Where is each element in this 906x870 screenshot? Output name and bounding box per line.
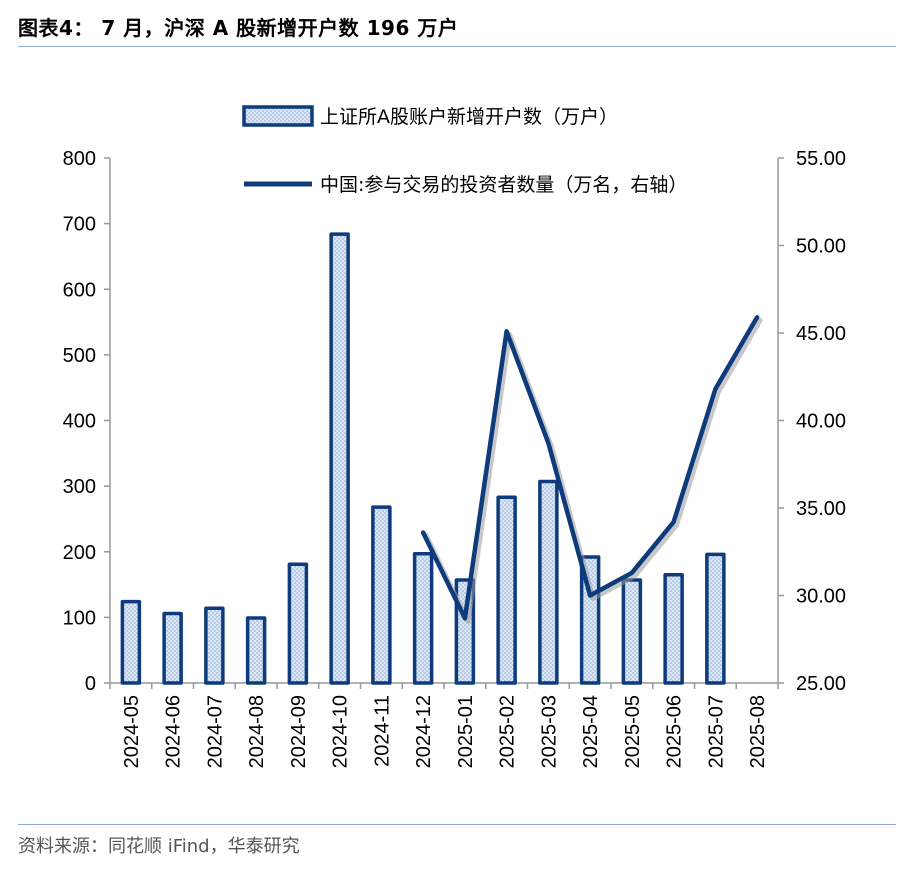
x-tick-label: 2024-08 [246, 695, 268, 768]
right-tick-label: 30.00 [796, 586, 846, 608]
x-tick-label: 2025-04 [580, 695, 602, 768]
right-tick-label: 50.00 [796, 236, 846, 258]
left-tick-label: 0 [85, 673, 96, 695]
x-tick-label: 2024-09 [288, 695, 310, 768]
left-tick-label: 100 [63, 607, 96, 629]
bar-2025-07 [705, 552, 726, 685]
bar-2025-05 [621, 578, 643, 685]
x-tick-label: 2024-12 [413, 695, 435, 768]
bar-2025-03 [538, 479, 559, 685]
right-tick-label: 35.00 [796, 498, 846, 520]
x-tick-label: 2024-07 [204, 695, 226, 768]
left-tick-label: 400 [63, 411, 96, 433]
x-tick-label: 2025-05 [622, 695, 644, 768]
combo-chart: 0 100 200 300 400 500 600 700 800 25.00 30.00 35.00… [63, 105, 846, 768]
x-tick-label: 2025-08 [747, 695, 769, 768]
bar-2024-05 [120, 599, 142, 685]
bar-2024-06 [162, 611, 183, 685]
right-tick-label: 45.00 [796, 323, 846, 345]
x-tick-label: 2024-06 [163, 695, 185, 768]
bar-2024-08 [245, 616, 267, 685]
left-tick-label: 800 [63, 148, 96, 170]
x-tick-label: 2025-01 [455, 695, 477, 768]
left-tick-label: 700 [63, 214, 96, 236]
bar-2024-09 [287, 562, 309, 685]
left-tick-label: 300 [63, 476, 96, 498]
bar-2024-07 [204, 606, 225, 685]
source-note: 资料来源：同花顺 iFind，华泰研究 [18, 836, 300, 857]
title-divider [18, 46, 896, 47]
right-tick-label: 40.00 [796, 411, 846, 433]
legend: 上证所A股账户新增开户数（万户） 中国:参与交易的投资者数量（万名，右轴） [242, 105, 687, 196]
bar-2024-11 [371, 505, 392, 685]
x-tick-label: 2025-02 [497, 695, 519, 768]
bar-2025-06 [663, 572, 684, 685]
x-tick-label: 2024-10 [330, 695, 352, 768]
figure-title: 图表4： 7 月，沪深 A 股新增开户数 196 万户 [18, 16, 459, 40]
bar-2024-10 [329, 232, 350, 685]
left-tick-label: 600 [63, 279, 96, 301]
bar-series-group [120, 232, 726, 685]
line-shadow [423, 317, 763, 624]
legend-bar-label: 上证所A股账户新增开户数（万户） [320, 106, 618, 128]
left-tick-label: 200 [63, 542, 96, 564]
x-tick-label: 2025-03 [538, 695, 560, 768]
line-series-group [420, 315, 763, 624]
x-tick-label: 2024-11 [371, 695, 393, 767]
right-tick-label: 25.00 [796, 673, 846, 695]
source-divider [18, 824, 896, 825]
bar-2025-02 [496, 495, 517, 685]
x-tick-label: 2025-06 [664, 695, 686, 768]
bar-2024-12 [412, 551, 434, 685]
x-tick-label: 2024-05 [121, 695, 143, 768]
legend-line-label: 中国:参与交易的投资者数量（万名，右轴） [320, 174, 687, 196]
right-tick-label: 55.00 [796, 148, 846, 170]
legend-bar-swatch [242, 105, 314, 127]
left-tick-label: 500 [63, 345, 96, 367]
x-tick-label: 2025-07 [705, 695, 727, 768]
